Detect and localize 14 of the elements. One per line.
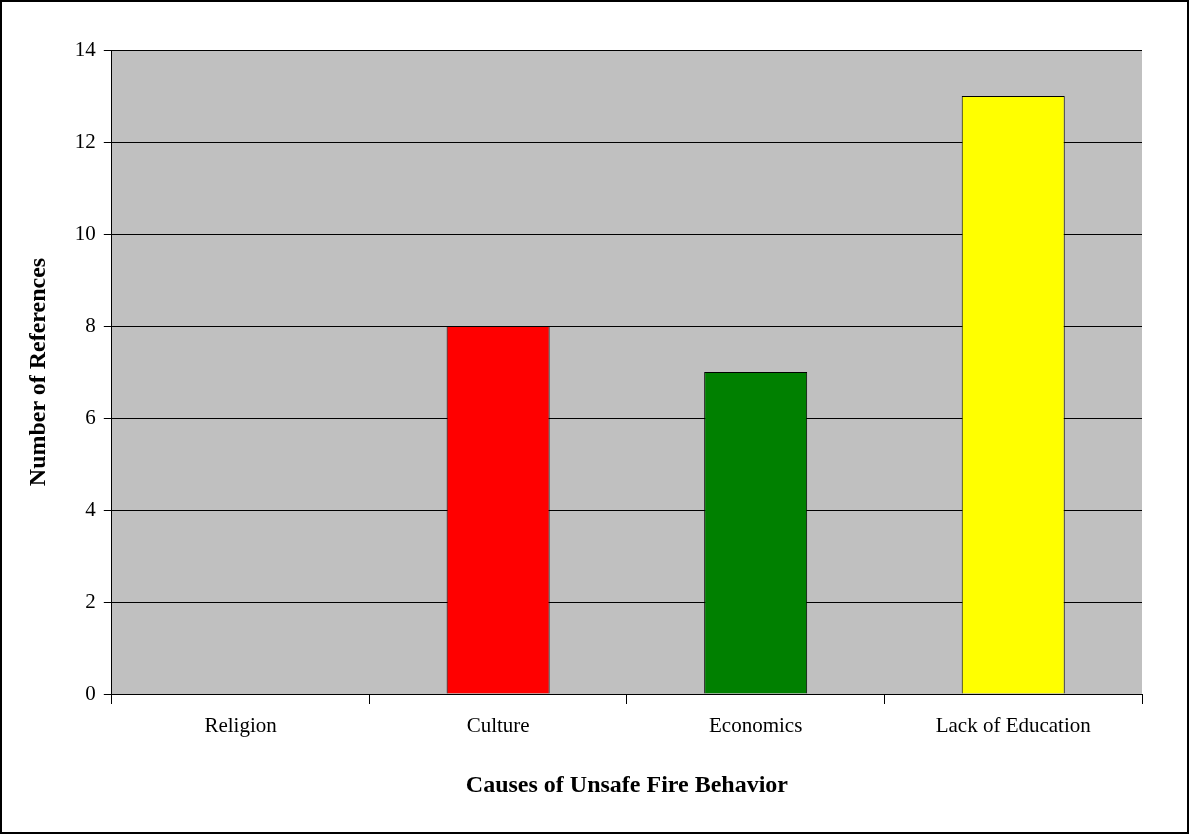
y-tick-label: 12 <box>74 128 96 153</box>
y-axis-title: Number of References <box>23 257 50 487</box>
y-tick-label: 8 <box>85 312 96 337</box>
x-tick-label: Culture <box>466 713 530 738</box>
y-tick-label: 10 <box>74 220 96 245</box>
x-axis-title: Causes of Unsafe Fire Behavior <box>465 770 789 797</box>
y-tick-label: 0 <box>85 680 96 705</box>
x-tick-label: Economics <box>709 713 803 738</box>
y-tick-label: 6 <box>85 404 96 429</box>
y-tick-label: 14 <box>74 36 97 61</box>
y-tick-label: 4 <box>85 496 97 521</box>
y-tick-label: 2 <box>85 588 96 613</box>
x-tick-label: Lack of Education <box>935 713 1092 738</box>
x-tick-label: Religion <box>204 713 278 738</box>
